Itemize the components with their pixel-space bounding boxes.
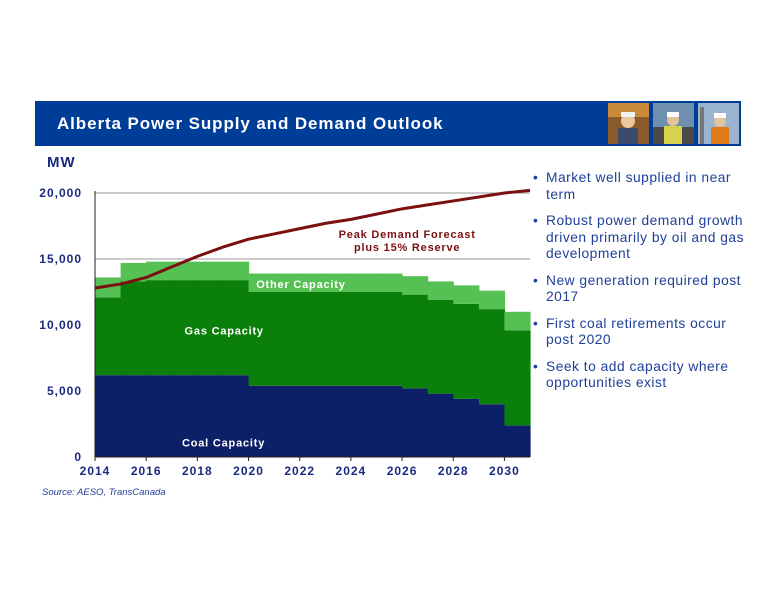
bullet-list: Market well supplied in near term Robust… bbox=[533, 170, 748, 402]
area-segment-gas-capacity bbox=[197, 280, 224, 376]
x-tick-label: 2030 bbox=[489, 464, 520, 478]
y-tick-label: 20,000 bbox=[39, 186, 82, 200]
bullet-item: New generation required post 2017 bbox=[533, 273, 748, 306]
area-segment-other-capacity bbox=[171, 261, 198, 281]
area-segment-gas-capacity bbox=[171, 280, 198, 376]
x-tick-label: 2028 bbox=[438, 464, 469, 478]
demand-line-label: plus 15% Reserve bbox=[354, 242, 460, 254]
area-segment-coal-capacity bbox=[350, 385, 378, 457]
worker-photo-icon bbox=[698, 103, 739, 144]
page-title: Alberta Power Supply and Demand Outlook bbox=[57, 114, 444, 133]
area-segment-coal-capacity bbox=[299, 385, 326, 457]
coal-capacity-label: Coal Capacity bbox=[182, 437, 265, 449]
y-tick-label: 5,000 bbox=[47, 384, 82, 398]
area-segment-other-capacity bbox=[427, 281, 454, 300]
area-segment-other-capacity bbox=[350, 273, 378, 292]
x-tick-label: 2022 bbox=[284, 464, 315, 478]
worker-photo-icon bbox=[653, 103, 694, 144]
area-segment-gas-capacity bbox=[325, 292, 352, 386]
y-tick-label: 0 bbox=[74, 450, 82, 464]
area-segment-gas-capacity bbox=[274, 292, 301, 386]
area-segment-coal-capacity bbox=[146, 375, 173, 457]
demand-line-group bbox=[94, 188, 531, 290]
y-tick-label: 10,000 bbox=[39, 318, 82, 332]
worker-photo-icon bbox=[608, 103, 649, 144]
area-segment-coal-capacity bbox=[478, 404, 506, 457]
area-segment-coal-capacity bbox=[197, 375, 224, 457]
area-segment-other-capacity bbox=[197, 261, 224, 281]
x-tick-label: 2026 bbox=[387, 464, 418, 478]
area-segment-coal-capacity bbox=[274, 385, 301, 457]
bullet-item: Robust power demand growth driven primar… bbox=[533, 213, 748, 263]
bullet-item: Market well supplied in near term bbox=[533, 170, 748, 203]
area-segment-coal-capacity bbox=[402, 388, 429, 457]
area-segment-gas-capacity bbox=[222, 280, 250, 376]
x-tick-label: 2024 bbox=[336, 464, 367, 478]
area-segment-other-capacity bbox=[248, 273, 275, 292]
demand-line bbox=[94, 188, 531, 290]
capacity-areas bbox=[95, 261, 531, 457]
area-segment-gas-capacity bbox=[376, 292, 403, 386]
axes: 0 5,000 10,000 15,000 20,000 2014 2016 2018 2020… bbox=[39, 186, 530, 478]
area-segment-other-capacity bbox=[402, 276, 429, 295]
area-segment-other-capacity bbox=[325, 273, 352, 292]
area-segment-gas-capacity bbox=[453, 303, 480, 399]
area-segment-coal-capacity bbox=[376, 385, 403, 457]
area-segment-other-capacity bbox=[120, 262, 147, 282]
area-segment-other-capacity bbox=[274, 273, 301, 292]
area-segment-other-capacity bbox=[376, 273, 403, 292]
y-tick-label: 15,000 bbox=[39, 252, 82, 266]
x-tick-label: 2020 bbox=[233, 464, 264, 478]
area-segment-gas-capacity bbox=[427, 299, 454, 394]
source-note: Source: AESO, TransCanada bbox=[42, 487, 166, 498]
series-labels: Coal Capacity Gas Capacity Other Capacity P… bbox=[182, 229, 476, 450]
area-segment-coal-capacity bbox=[325, 385, 352, 457]
area-segment-coal-capacity bbox=[453, 398, 480, 457]
area-segment-coal-capacity bbox=[222, 375, 250, 457]
area-segment-other-capacity bbox=[299, 273, 326, 292]
area-segment-gas-capacity bbox=[402, 294, 429, 389]
area-segment-other-capacity bbox=[222, 261, 250, 281]
area-segment-coal-capacity bbox=[120, 375, 147, 457]
title-bar: Alberta Power Supply and Demand Outlook bbox=[35, 101, 741, 146]
area-segment-gas-capacity bbox=[146, 280, 173, 376]
area-segment-other-capacity bbox=[504, 311, 531, 331]
area-segment-gas-capacity bbox=[478, 309, 506, 405]
area-segment-coal-capacity bbox=[427, 393, 454, 457]
area-segment-coal-capacity bbox=[504, 425, 531, 457]
area-segment-gas-capacity bbox=[299, 292, 326, 386]
area-segment-gas-capacity bbox=[95, 297, 122, 376]
area-segment-other-capacity bbox=[478, 290, 506, 310]
area-segment-gas-capacity bbox=[120, 281, 147, 376]
y-axis-unit-label: MW bbox=[47, 154, 76, 171]
area-segment-coal-capacity bbox=[95, 375, 122, 457]
area-segment-coal-capacity bbox=[171, 375, 198, 457]
area-segment-gas-capacity bbox=[350, 292, 378, 386]
area-segment-other-capacity bbox=[453, 285, 480, 304]
area-segment-coal-capacity bbox=[248, 385, 275, 457]
area-segment-gas-capacity bbox=[248, 292, 275, 386]
x-tick-label: 2018 bbox=[182, 464, 213, 478]
x-tick-label: 2014 bbox=[80, 464, 111, 478]
bullet-item: Seek to add capacity where opportunities… bbox=[533, 359, 748, 392]
x-tick-label: 2016 bbox=[131, 464, 162, 478]
demand-line-label: Peak Demand Forecast bbox=[339, 229, 476, 241]
area-segment-gas-capacity bbox=[504, 330, 531, 426]
gas-capacity-label: Gas Capacity bbox=[185, 325, 264, 337]
other-capacity-label: Other Capacity bbox=[256, 279, 346, 291]
bullet-item: First coal retirements occur post 2020 bbox=[533, 316, 748, 349]
